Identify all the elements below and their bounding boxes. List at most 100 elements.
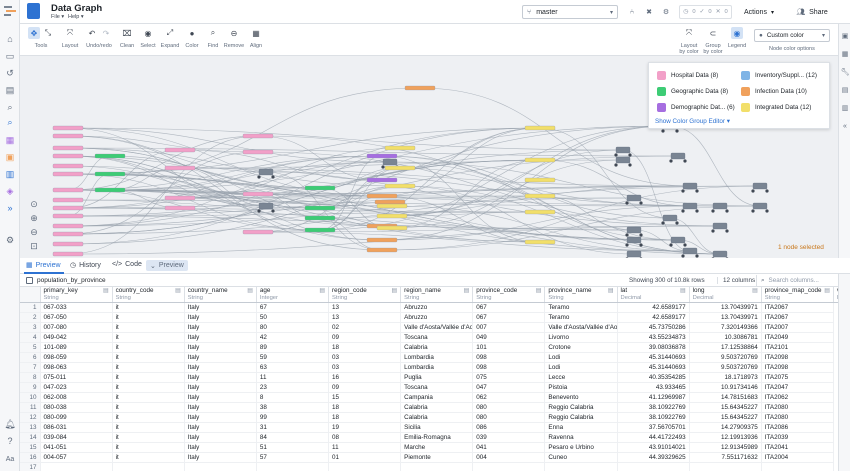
fit-selection-icon[interactable]: ⊡ <box>30 240 38 251</box>
column-menu-icon[interactable]: ▤ <box>824 288 830 294</box>
graph-node[interactable] <box>524 193 556 199</box>
zoom-out-icon[interactable]: ⊖ <box>30 226 38 237</box>
search-columns-input[interactable]: ⌕ Search columns... <box>756 275 838 286</box>
column-menu-icon[interactable]: ▤ <box>102 288 109 294</box>
column-menu-icon[interactable]: ▤ <box>752 288 758 294</box>
preview-tag-chip[interactable]: ⌄ Preview <box>146 260 188 271</box>
tab-history[interactable]: ◷ History <box>70 261 101 270</box>
legend-item-inventory[interactable]: Inventory/Suppl... (12) <box>741 70 817 81</box>
select-button[interactable]: ◉ Select <box>140 27 156 50</box>
graph-node[interactable] <box>366 247 398 253</box>
graph-node[interactable] <box>52 133 84 139</box>
graph-node[interactable] <box>524 157 556 163</box>
graph-node[interactable] <box>242 229 274 235</box>
align-button[interactable]: ▦ Align <box>248 27 264 50</box>
graph-node[interactable] <box>670 152 686 160</box>
column-menu-icon[interactable]: ▤ <box>391 288 398 294</box>
notifications-icon[interactable]: 🔔︎ <box>4 418 16 429</box>
table-icon[interactable]: ▦ <box>841 51 849 58</box>
table-row[interactable]: 2 067-050 it Italy 50 13 Abruzzo 067 Teramo 42.65… <box>20 312 838 323</box>
column-header[interactable]: country_name String ▤ <box>184 287 257 303</box>
dataset-name[interactable]: population_by_province <box>37 277 106 284</box>
undo-redo-group[interactable]: ↶ ↷ Undo/redo <box>84 27 114 50</box>
graph-canvas[interactable]: ⊙ ⊕ ⊖ ⊡ Hospital Data (8) Inventory/Supp… <box>20 56 838 258</box>
branch-selector[interactable]: ⑂ master ▾ <box>522 5 618 19</box>
graph-node[interactable] <box>366 193 398 199</box>
column-menu-icon[interactable]: ▤ <box>463 288 470 294</box>
panel-icon[interactable]: ▣ <box>841 33 849 40</box>
clean-button[interactable]: ⌧ Clean <box>119 27 135 50</box>
graph-node[interactable] <box>404 85 436 91</box>
column-header[interactable]: lat Decimal ▤ <box>617 287 690 303</box>
graph-node[interactable] <box>258 202 274 210</box>
home-icon[interactable]: ⌂ <box>7 34 13 44</box>
table-row[interactable]: 5 101-089 it Italy 89 18 Calabria 101 Crotone 39.… <box>20 342 838 353</box>
graph-node[interactable] <box>52 241 84 247</box>
graph-node[interactable] <box>242 133 274 139</box>
tools-group[interactable]: ✥ ⤡ Tools <box>27 27 55 49</box>
table-row[interactable]: 14 039-084 it Italy 84 08 Emilia-Romagna 039 Rav… <box>20 432 838 443</box>
search-icon[interactable]: ⌕ <box>7 101 13 112</box>
search-data-icon[interactable]: ⌕ <box>7 116 13 127</box>
graph-app-icon[interactable]: ▦ <box>5 134 15 145</box>
link-tool-icon[interactable]: ⤡ <box>44 28 52 37</box>
graph-node[interactable] <box>304 185 336 191</box>
graph-node[interactable] <box>712 222 728 230</box>
graph-node[interactable] <box>94 153 126 159</box>
graph-node[interactable] <box>682 247 698 255</box>
graph-node[interactable] <box>164 165 196 171</box>
pointer-tool-icon[interactable]: ✥ <box>28 27 40 39</box>
app-logo[interactable] <box>4 5 16 18</box>
column-header[interactable]: long Decimal ▤ <box>689 287 762 303</box>
graph-node[interactable] <box>384 145 416 151</box>
graph-node[interactable] <box>366 237 398 243</box>
graph-node[interactable] <box>304 227 336 233</box>
graph-node[interactable] <box>52 205 84 211</box>
graph-node[interactable] <box>615 156 631 164</box>
folder-icon[interactable]: ▤ <box>5 84 15 95</box>
inbox-icon[interactable]: ▭ <box>5 50 15 61</box>
graph-node[interactable] <box>304 205 336 211</box>
file-menu[interactable]: File ▾ <box>51 14 65 20</box>
graph-node[interactable] <box>52 163 84 169</box>
color-button[interactable]: ● Color <box>184 27 200 50</box>
graph-node[interactable] <box>374 199 406 205</box>
layout-by-color-button[interactable]: ⤧ Layout by color <box>679 27 698 55</box>
graph-node[interactable] <box>382 158 398 166</box>
table-row[interactable]: 11 080-038 it Italy 38 18 Calabria 080 Reggio Ca… <box>20 402 838 413</box>
table-row[interactable]: 15 041-051 it Italy 51 11 Marche 041 Pesaro e Ur… <box>20 442 838 453</box>
graph-node[interactable] <box>524 209 556 215</box>
layout-button[interactable]: ⤧ Layout <box>62 27 79 49</box>
tab-code[interactable]: </> Code <box>112 261 142 268</box>
graph-node[interactable] <box>626 194 642 202</box>
legend-item-demographic[interactable]: Demographic Dat... (6) <box>657 102 735 113</box>
graph-node[interactable] <box>524 125 556 131</box>
checks-status-group[interactable]: ◷ 0 ✓ 0 ✕ 0 <box>679 5 732 19</box>
table-row[interactable]: 4 049-042 it Italy 42 09 Toscana 049 Livorno 43.5… <box>20 332 838 343</box>
graph-node[interactable] <box>52 171 84 177</box>
graph-node[interactable] <box>670 236 686 244</box>
graph-node[interactable] <box>52 153 84 159</box>
graph-node[interactable] <box>52 187 84 193</box>
table-row[interactable]: 13 086-031 it Italy 31 19 Sicilia 086 Enna 37.567… <box>20 422 838 433</box>
column-menu-icon[interactable]: ▤ <box>247 288 253 294</box>
undo-icon[interactable]: ↶ <box>88 28 96 38</box>
settings-icon[interactable]: ⚙ <box>5 234 15 245</box>
column-header[interactable]: province_map_code String ▤ <box>761 287 834 303</box>
column-menu-icon[interactable]: ▤ <box>535 288 542 294</box>
column-menu-icon[interactable]: ▤ <box>319 288 326 294</box>
graph-node[interactable] <box>626 226 642 234</box>
graph-node[interactable] <box>662 214 678 222</box>
table-row[interactable]: 9 047-023 it Italy 23 09 Toscana 047 Pistoia 43.9… <box>20 382 838 393</box>
custom-color-select[interactable]: ● Custom color ▾ <box>754 29 830 42</box>
column-menu-icon[interactable]: ▤ <box>175 288 181 294</box>
graph-node[interactable] <box>366 177 398 183</box>
column-header[interactable]: valueInteg▤ <box>833 287 838 303</box>
graph-node[interactable] <box>376 203 408 209</box>
pipeline-app-icon[interactable]: ▣ <box>5 151 15 162</box>
graph-node[interactable] <box>376 213 408 219</box>
table-row[interactable]: 12 080-099 it Italy 99 18 Calabria 080 Reggio Ca… <box>20 412 838 423</box>
grid-icon[interactable]: ▤ <box>841 87 849 94</box>
graph-node[interactable] <box>164 195 196 201</box>
redo-icon[interactable]: ↷ <box>102 28 110 38</box>
